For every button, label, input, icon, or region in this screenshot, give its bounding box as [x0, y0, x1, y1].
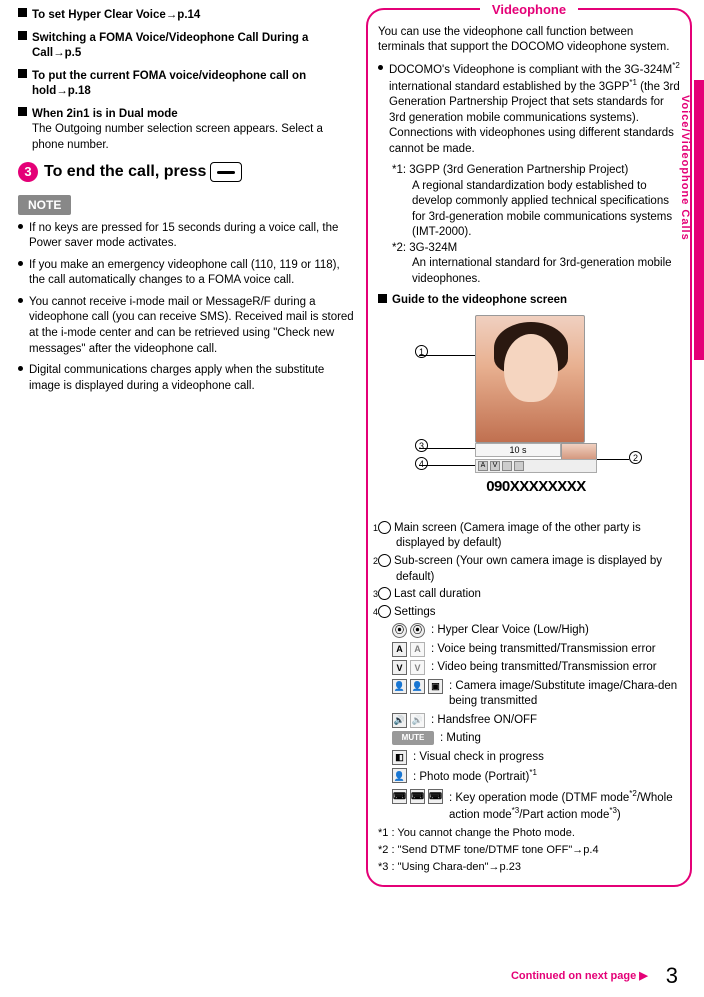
vp-compliance: DOCOMO's Videophone is compliant with th… [378, 61, 680, 158]
step-number-3: 3 [18, 162, 38, 182]
end-key-icon [210, 162, 242, 182]
step-3-text: To end the call, press [44, 161, 206, 183]
step-3: 3 To end the call, press [18, 161, 356, 183]
g3: 3Last call duration [378, 587, 680, 603]
screen-diagram: 10 s AV 090XXXXXXXX 1 2 3 4 [419, 315, 639, 515]
guide-header: Guide to the videophone screen [378, 293, 680, 309]
note-4: Digital communications charges apply whe… [18, 363, 356, 394]
footer: Continued on next page ▶ 3 [0, 961, 704, 991]
callout-1: 1 [415, 345, 431, 360]
vp-sub1: *1: 3GPP (3rd Generation Partnership Pro… [378, 163, 680, 241]
ico-video: VV: Video being transmitted/Transmission… [378, 660, 680, 676]
footnote-2: *2 : "Send DTMF tone/DTMF tone OFF"p.4 [378, 843, 680, 858]
item-hyper-clear: To set Hyper Clear Voicep.14 [18, 8, 356, 24]
ico-handsfree: 🔊🔊: Handsfree ON/OFF [378, 713, 680, 729]
footnote-1: *1 : You cannot change the Photo mode. [378, 826, 680, 841]
guide-list: 1Main screen (Camera image of the other … [378, 521, 680, 875]
continued-text: Continued on next page ▶ [511, 969, 648, 984]
ico-keyop: ⌨⌨⌨: Key operation mode (DTMF mode*2/Who… [378, 789, 680, 824]
note-1: If no keys are pressed for 15 seconds du… [18, 221, 356, 252]
phone-number: 090XXXXXXXX [475, 477, 597, 497]
ico-photo: 👤: Photo mode (Portrait)*1 [378, 768, 680, 785]
page-number: 3 [666, 961, 678, 991]
item-hold: To put the current FOMA voice/videophone… [18, 69, 356, 100]
g4: 4Settings [378, 605, 680, 621]
note-2: If you make an emergency videophone call… [18, 258, 356, 289]
vp-intro: You can use the videophone call function… [378, 25, 680, 56]
g2: 2Sub-screen (Your own camera image is di… [378, 554, 680, 585]
vp-sub2: *2: 3G-324M An international standard fo… [378, 241, 680, 288]
duration-bar: 10 s [475, 443, 561, 457]
footnote-3: *3 : "Using Chara-den"p.23 [378, 860, 680, 875]
item-2in1: When 2in1 is in Dual modeThe Outgoing nu… [18, 107, 356, 154]
side-tab [694, 80, 704, 360]
ico-camera: 👤👤▣: Camera image/Substitute image/Chara… [378, 679, 680, 710]
left-column: To set Hyper Clear Voicep.14 Switching a… [18, 8, 356, 969]
item-switching: Switching a FOMA Voice/Videophone Call D… [18, 31, 356, 62]
ico-hyper: ⦿⦿: Hyper Clear Voice (Low/High) [378, 623, 680, 639]
note-3: You cannot receive i-mode mail or Messag… [18, 295, 356, 357]
note-header: NOTE [18, 195, 71, 215]
right-column: Videophone You can use the videophone ca… [366, 8, 692, 969]
callout-3: 3 [415, 439, 431, 454]
callout-4: 4 [415, 457, 431, 472]
callout-2: 2 [629, 451, 645, 466]
ico-mute: MUTE: Muting [378, 731, 680, 747]
videophone-box: Videophone You can use the videophone ca… [366, 8, 692, 887]
page-content: To set Hyper Clear Voicep.14 Switching a… [0, 0, 704, 997]
ico-visual: ◧: Visual check in progress [378, 750, 680, 766]
videophone-title: Videophone [378, 1, 680, 19]
main-screen-img [475, 315, 585, 443]
g1: 1Main screen (Camera image of the other … [378, 521, 680, 552]
settings-bar: AV [475, 459, 597, 473]
ico-voice: AA: Voice being transmitted/Transmission… [378, 642, 680, 658]
